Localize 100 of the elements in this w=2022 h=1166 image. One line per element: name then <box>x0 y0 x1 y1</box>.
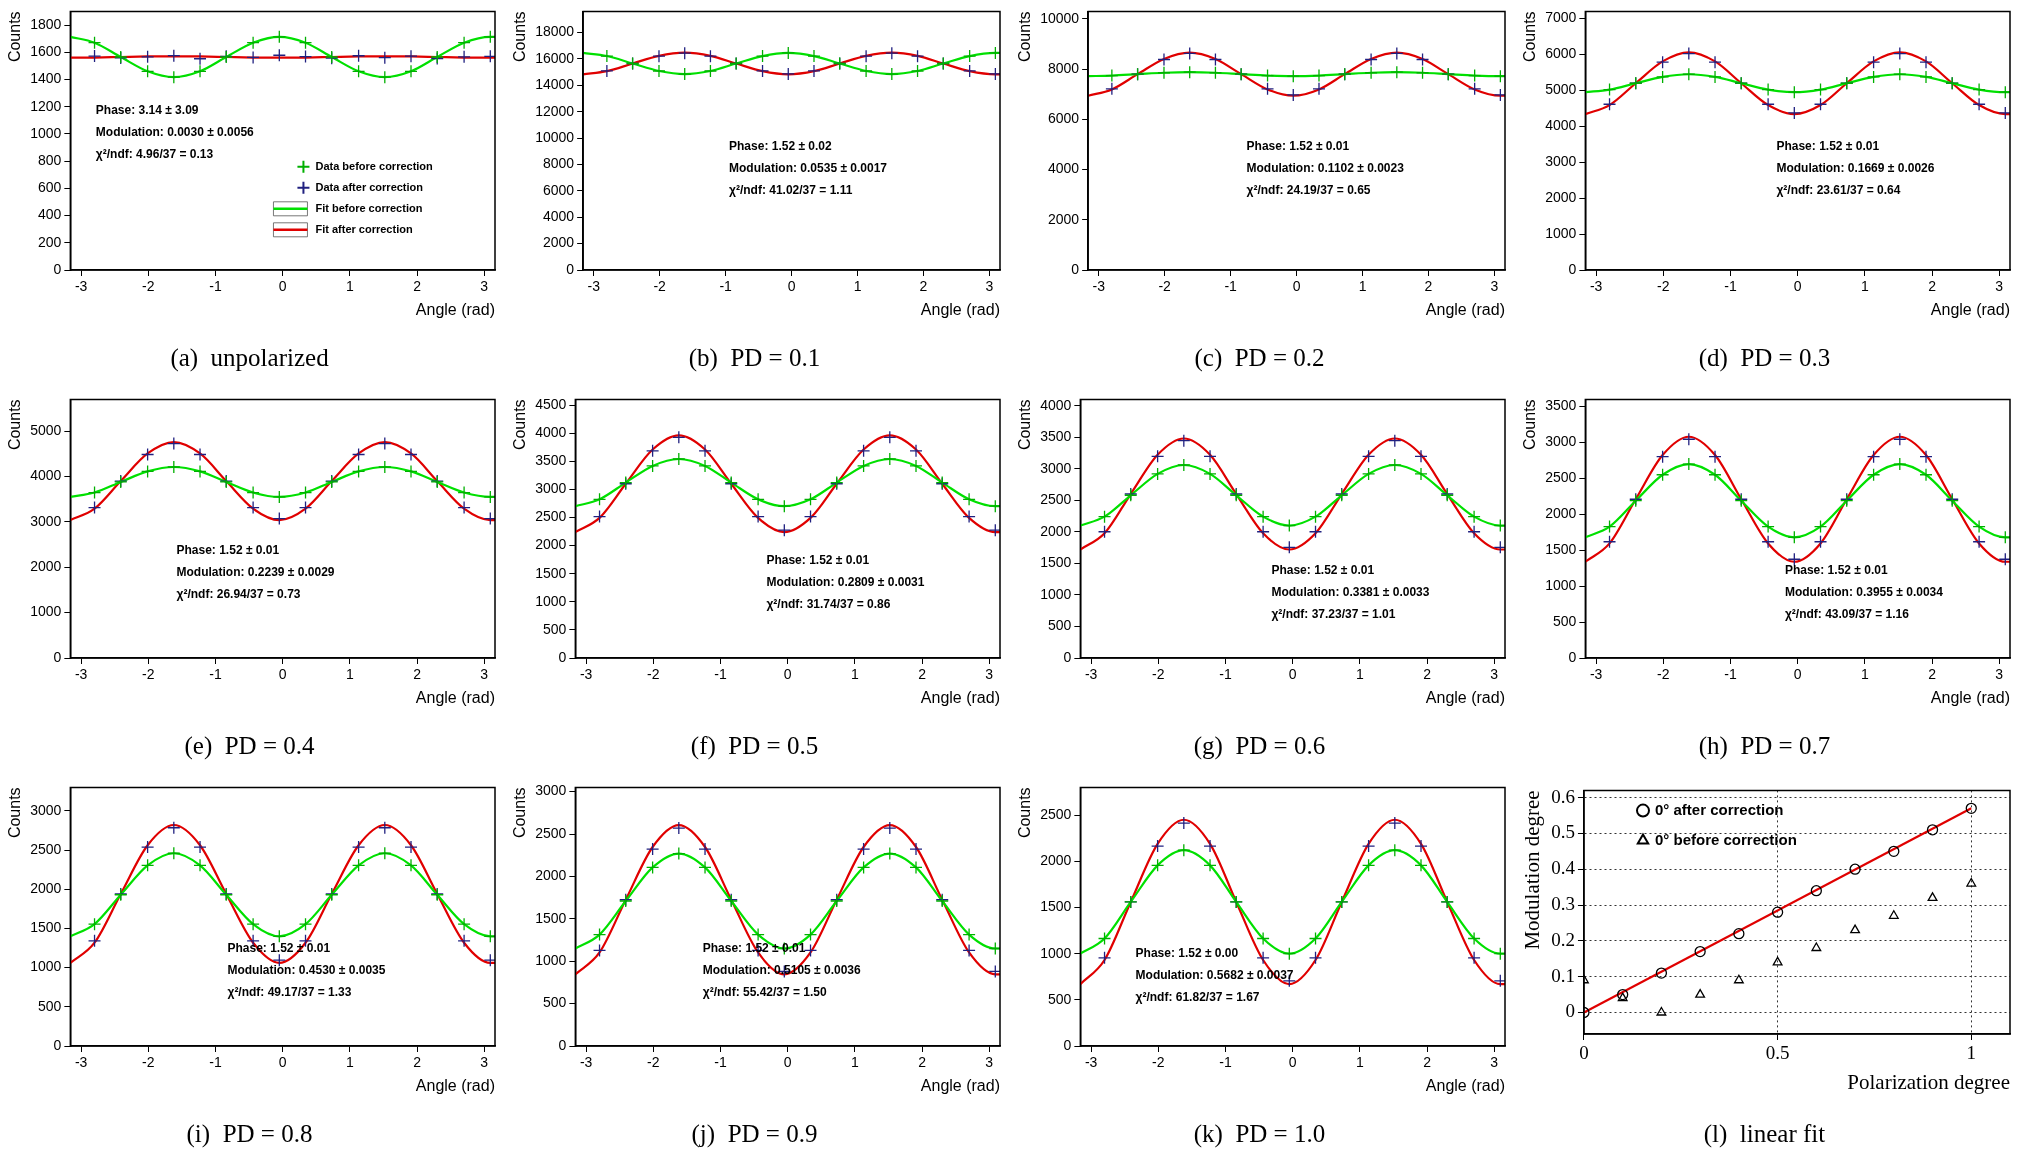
x-tick-label: 0 <box>1288 1054 1297 1071</box>
text: (f) PD = 0.5 <box>690 731 819 760</box>
x-tick-label: -2 <box>142 666 155 683</box>
x-tick-label: 3 <box>985 1054 994 1071</box>
y-axis-title: Counts <box>6 11 24 63</box>
y-tick-label: 0.2 <box>1551 928 1575 950</box>
y-tick-label: 10000 <box>535 128 575 145</box>
x-axis-title: Angle (rad) <box>1425 688 1505 706</box>
x-tick-label: 0 <box>278 666 287 683</box>
y-tick-label: 3000 <box>535 480 567 497</box>
y-tick-label: 3000 <box>1545 433 1577 450</box>
y-tick-label: 2000 <box>30 558 62 575</box>
y-tick-label: 4000 <box>1047 160 1080 177</box>
x-tick-label: -2 <box>142 1054 155 1071</box>
y-tick-label: 1800 <box>30 15 62 32</box>
x-tick-label: -3 <box>1084 1054 1098 1071</box>
y-tick-label: 2500 <box>30 840 62 857</box>
x-tick-label: -2 <box>1158 278 1172 295</box>
y-tick-label: 0 <box>53 260 62 277</box>
x-axis-title: Angle (rad) <box>1425 300 1505 318</box>
y-axis-title: Counts <box>1016 11 1034 63</box>
x-tick-label: -1 <box>209 1054 222 1071</box>
x-tick-label: 1 <box>850 666 859 683</box>
x-tick-label: -1 <box>714 666 727 683</box>
y-axis-title: Counts <box>511 787 529 839</box>
x-axis-title: Angle (rad) <box>1425 1076 1505 1094</box>
y-tick-label: 16000 <box>535 49 575 66</box>
y-tick-label: 2000 <box>30 880 62 897</box>
y-tick-label: 500 <box>1552 612 1577 629</box>
y-tick-label: 0 <box>1565 1000 1575 1022</box>
x-tick-label: -3 <box>74 278 88 295</box>
x-axis-title: Angle (rad) <box>920 688 1000 706</box>
x-tick-label: 3 <box>1995 666 2004 683</box>
x-tick-label: -3 <box>74 1054 88 1071</box>
annotation: Phase: 1.52 ± 0.01 <box>176 542 280 557</box>
x-tick-label: 2 <box>919 278 928 295</box>
x-tick-label: 0 <box>783 1054 792 1071</box>
y-tick-label: 1000 <box>1040 944 1072 961</box>
y-tick-label: 3500 <box>535 452 567 469</box>
x-tick-label: 3 <box>1490 278 1499 295</box>
x-tick-label: -1 <box>1219 666 1232 683</box>
annotation: Phase: 1.52 ± 0.01 <box>1246 139 1350 154</box>
legend-label: 0° before correction <box>1654 830 1797 848</box>
y-tick-label: 0 <box>1071 260 1080 277</box>
y-tick-label: 1500 <box>1545 541 1577 558</box>
x-tick-label: 1 <box>345 278 354 295</box>
x-axis-title: Angle (rad) <box>415 1076 495 1094</box>
annotation: Phase: 1.52 ± 0.01 <box>766 552 870 567</box>
x-tick-label: 3 <box>1995 278 2004 295</box>
annotation: Modulation: 0.2239 ± 0.0029 <box>176 564 335 579</box>
y-tick-label: 4000 <box>1545 117 1577 134</box>
y-axis-title: Counts <box>1521 11 1539 63</box>
y-tick-label: 3000 <box>1545 153 1577 170</box>
y-tick-label: 1600 <box>30 43 62 60</box>
y-tick-label: 0.5 <box>1551 821 1575 843</box>
y-tick-label: 5000 <box>30 422 62 439</box>
x-tick-label: -1 <box>719 278 733 295</box>
legend-label: Fit before correction <box>315 201 423 214</box>
x-tick-label: -2 <box>142 278 155 295</box>
y-tick-label: 0.6 <box>1551 785 1575 807</box>
text: (k) PD = 1.0 <box>1193 1119 1326 1148</box>
x-tick-label: -1 <box>1219 1054 1232 1071</box>
annotation: χ²/ndf: 61.82/37 = 1.67 <box>1135 990 1260 1005</box>
y-tick-label: 0 <box>1568 260 1577 277</box>
x-tick-label: 3 <box>1490 666 1499 683</box>
annotation: χ²/ndf: 37.23/37 = 1.01 <box>1271 607 1396 622</box>
y-tick-label: 3000 <box>1040 459 1072 476</box>
x-tick-label: -3 <box>74 666 88 683</box>
y-axis-title: Counts <box>6 787 24 839</box>
y-tick-label: 500 <box>1047 990 1072 1007</box>
x-tick-label: 2 <box>918 666 927 683</box>
y-tick-label: 200 <box>37 233 62 250</box>
y-tick-label: 4000 <box>1040 396 1072 413</box>
y-tick-label: 2000 <box>535 536 567 553</box>
text: (c) PD = 0.2 <box>1194 343 1325 372</box>
y-axis-title: Counts <box>511 399 529 451</box>
x-tick-label: -1 <box>1224 278 1238 295</box>
y-tick-label: 2500 <box>1040 805 1072 822</box>
y-tick-label: 0 <box>566 260 575 277</box>
legend-label: 0° after correction <box>1654 800 1784 818</box>
annotation: Phase: 1.52 ± 0.02 <box>729 139 833 154</box>
y-tick-label: 1500 <box>1040 898 1072 915</box>
x-tick-label: 1 <box>1355 666 1364 683</box>
x-tick-label: 2 <box>413 278 422 295</box>
y-tick-label: 0 <box>1063 648 1072 665</box>
y-tick-label: 8000 <box>542 155 575 172</box>
x-tick-label: 0 <box>783 666 792 683</box>
x-tick-label: 3 <box>985 278 994 295</box>
annotation: χ²/ndf: 23.61/37 = 0.64 <box>1776 183 1901 198</box>
x-tick-label: 0.5 <box>1765 1042 1790 1064</box>
y-tick-label: 6000 <box>542 181 575 198</box>
annotation: Modulation: 0.3381 ± 0.0033 <box>1271 585 1430 600</box>
y-tick-label: 3000 <box>30 512 62 529</box>
x-tick-label: -3 <box>1589 278 1603 295</box>
x-tick-label: -2 <box>647 666 660 683</box>
x-tick-label: -2 <box>1657 666 1670 683</box>
x-tick-label: 0 <box>278 1054 287 1071</box>
y-tick-label: 600 <box>37 179 62 196</box>
y-tick-label: 1200 <box>30 97 62 114</box>
y-tick-label: 500 <box>542 620 567 637</box>
